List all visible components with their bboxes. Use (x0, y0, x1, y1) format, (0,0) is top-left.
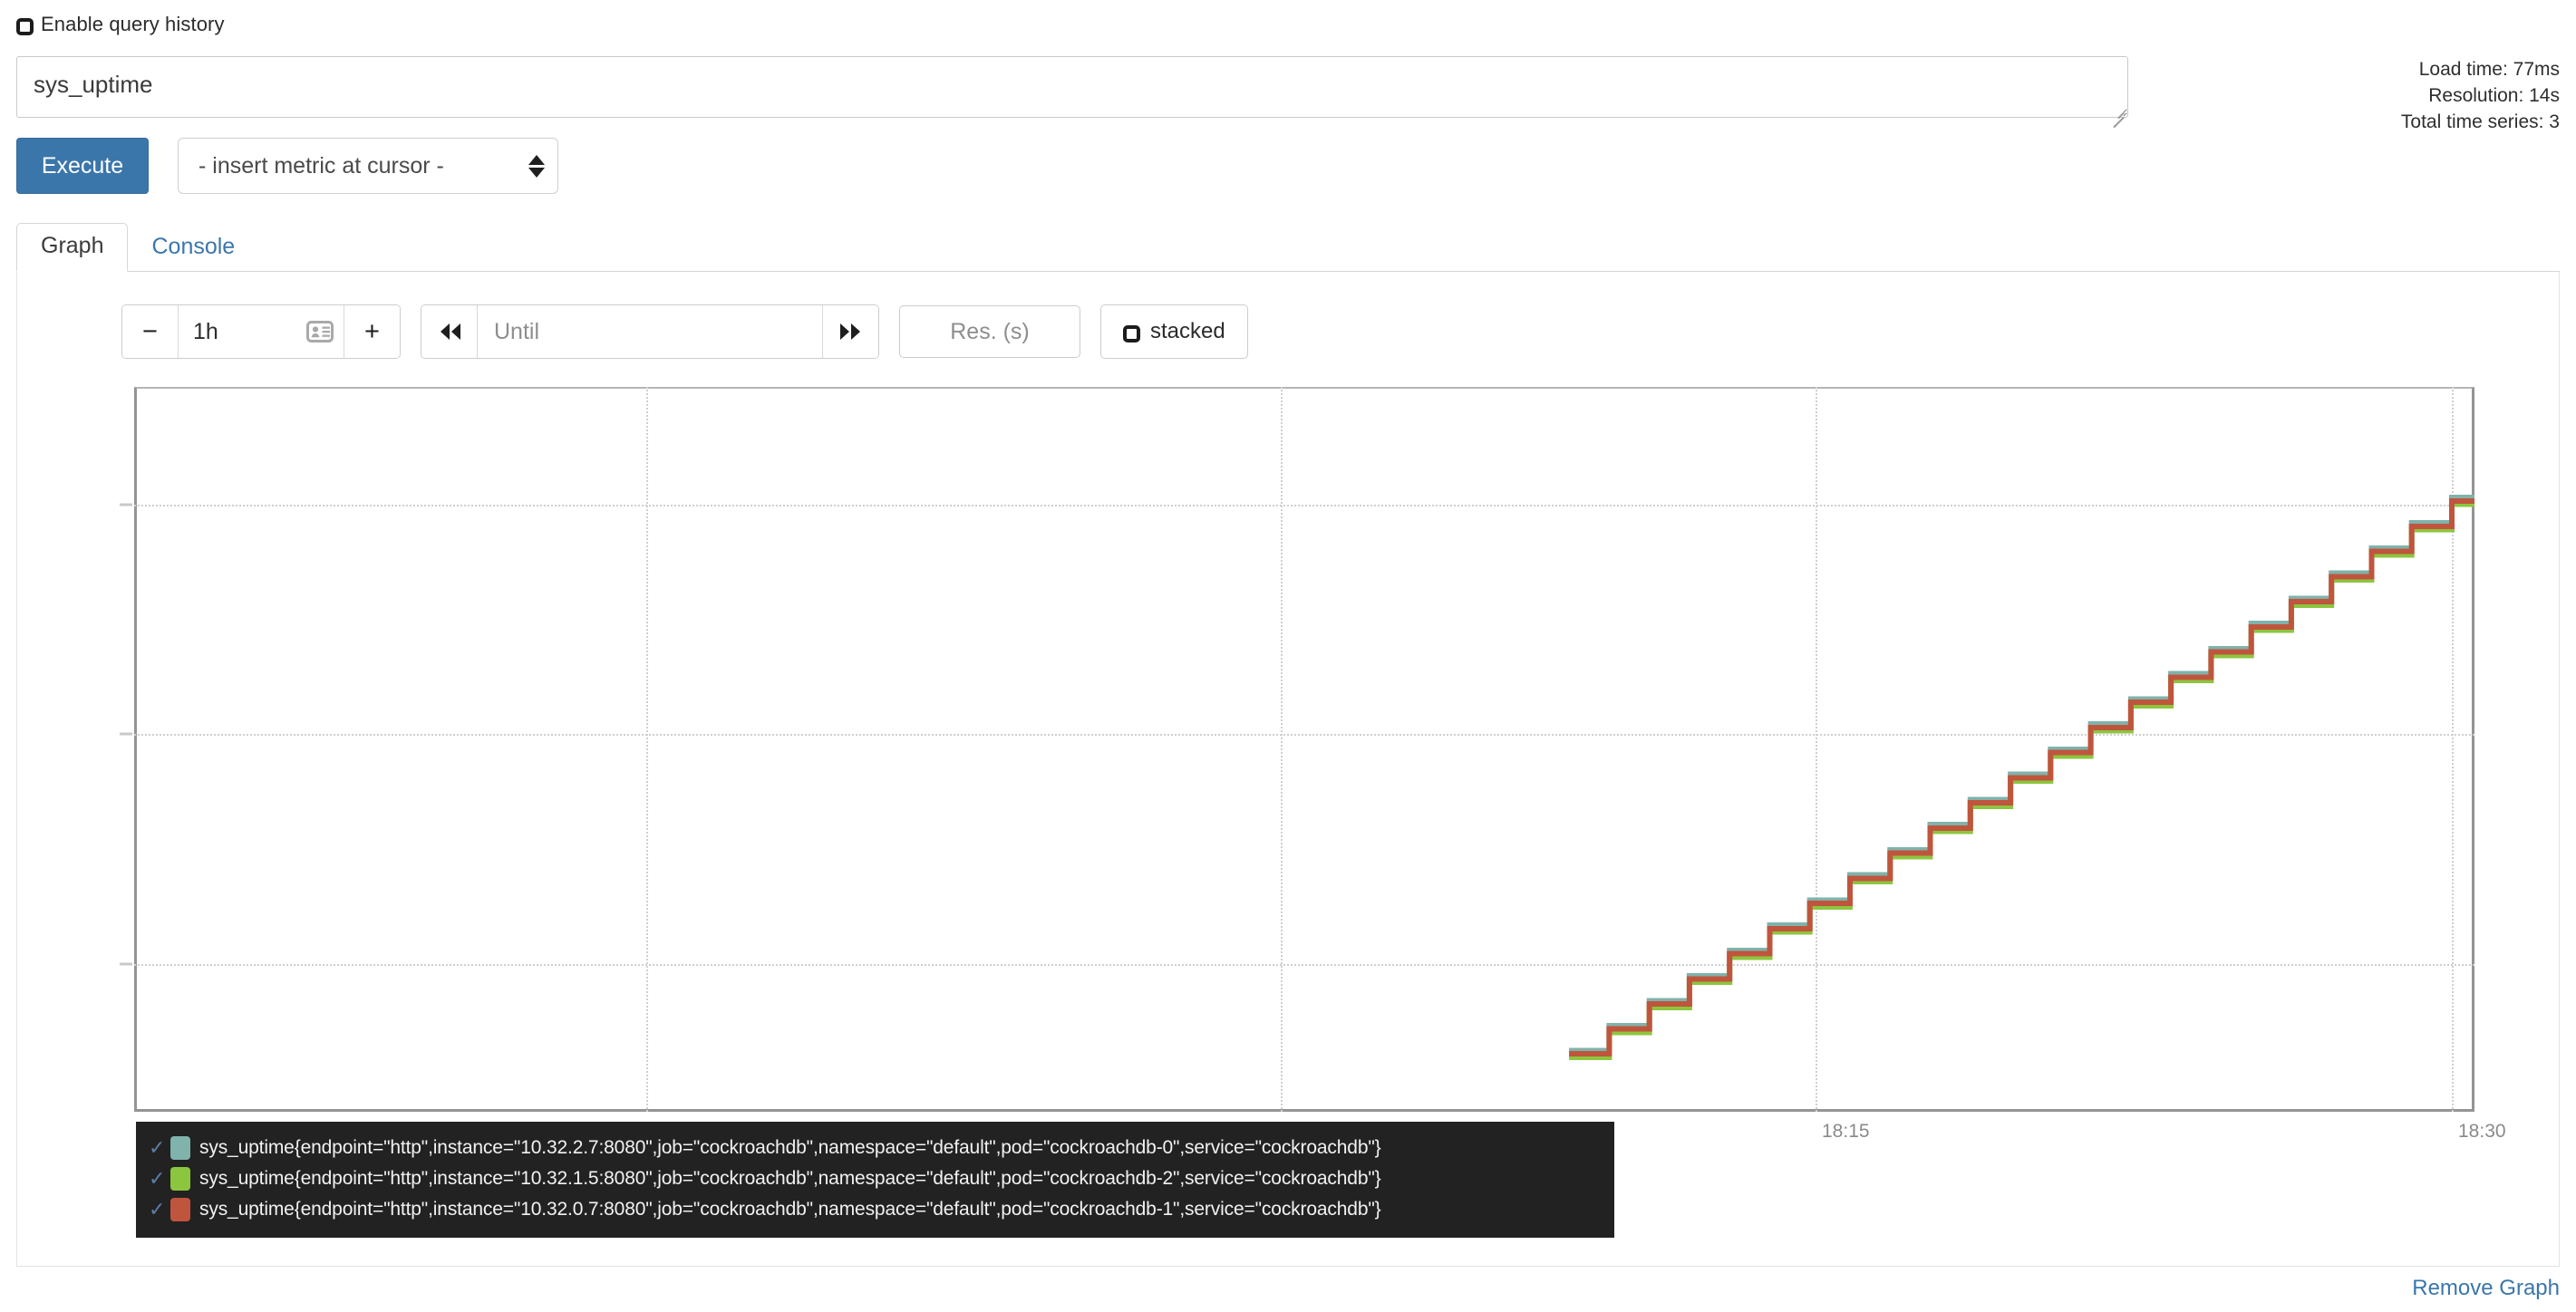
gridline-vertical (1816, 387, 1817, 1112)
resolution-input[interactable] (899, 305, 1080, 358)
range-control-group: − + (121, 304, 401, 359)
resolution-text: Resolution: 14s (2428, 85, 2560, 106)
insert-metric-select[interactable]: - insert metric at cursor - (178, 138, 558, 194)
query-expression-input[interactable] (16, 56, 2128, 118)
select-updown-arrows-icon[interactable] (516, 154, 557, 178)
tab-graph[interactable]: Graph (16, 223, 129, 272)
legend-series-label: sys_uptime{endpoint="http",instance="10.… (199, 1168, 1381, 1189)
check-icon[interactable]: ✓ (149, 1136, 166, 1159)
view-tabs: Graph Console (16, 221, 2560, 272)
enable-query-history-toggle[interactable]: Enable query history (16, 13, 225, 36)
checkbox-unchecked-icon[interactable] (1123, 324, 1140, 342)
ytick-dash (120, 732, 132, 736)
stacked-label: stacked (1150, 319, 1225, 343)
graph-controls-toolbar: − + (121, 304, 1248, 359)
until-input[interactable] (478, 305, 822, 358)
plot-frame (134, 387, 2474, 1112)
gridline-vertical (2452, 387, 2454, 1112)
legend-series-label: sys_uptime{endpoint="http",instance="10.… (199, 1199, 1381, 1220)
time-navigation-group (421, 304, 879, 359)
gridline-horizontal (134, 505, 2474, 506)
series-lines (1569, 495, 2474, 1060)
stacked-toggle[interactable]: stacked (1100, 304, 1248, 359)
remove-graph-link[interactable]: Remove Graph (2412, 1276, 2560, 1300)
enable-query-history-label: Enable query history (41, 13, 225, 35)
series-color-swatch (170, 1167, 190, 1191)
check-icon[interactable]: ✓ (149, 1167, 166, 1190)
legend-item[interactable]: ✓ sys_uptime{endpoint="http",instance="1… (136, 1163, 1614, 1194)
tab-console[interactable]: Console (151, 234, 236, 259)
series-color-swatch (170, 1198, 190, 1221)
execute-button[interactable]: Execute (16, 138, 149, 194)
graph-panel (16, 272, 2560, 1267)
legend-series-label: sys_uptime{endpoint="http",instance="10.… (199, 1137, 1381, 1158)
legend-item[interactable]: ✓ sys_uptime{endpoint="http",instance="1… (136, 1194, 1614, 1225)
range-decrease-button[interactable]: − (122, 305, 179, 358)
gridline-horizontal (134, 734, 2474, 736)
checkbox-unchecked-icon[interactable] (16, 17, 34, 35)
xtick-label-1815: 18:15 (1822, 1121, 1870, 1142)
legend-item[interactable]: ✓ sys_uptime{endpoint="http",instance="1… (136, 1133, 1614, 1163)
query-stats: Load time: 77ms Resolution: 14s Total ti… (2401, 56, 2560, 135)
graph-plot-area[interactable]: 6k 5.5k 5k 17:45 18:00 18:15 18:30 (120, 387, 2506, 1142)
gridline-horizontal (134, 964, 2474, 966)
step-backward-icon[interactable] (421, 305, 478, 358)
ytick-dash (120, 503, 132, 506)
ytick-dash (120, 962, 132, 966)
step-forward-icon[interactable] (822, 305, 878, 358)
xtick-label-1830: 18:30 (2458, 1121, 2506, 1142)
range-input[interactable] (179, 305, 296, 358)
insert-metric-select-value: - insert metric at cursor - (199, 152, 444, 178)
range-increase-button[interactable]: + (344, 305, 400, 358)
series-color-swatch (170, 1136, 190, 1160)
gridline-vertical (646, 387, 648, 1112)
gridline-vertical (1281, 387, 1283, 1112)
load-time-text: Load time: 77ms (2418, 59, 2560, 80)
total-time-series-text: Total time series: 3 (2400, 111, 2560, 132)
vcard-icon[interactable] (296, 305, 344, 358)
check-icon[interactable]: ✓ (149, 1198, 166, 1220)
graph-legend: ✓ sys_uptime{endpoint="http",instance="1… (136, 1122, 1614, 1238)
